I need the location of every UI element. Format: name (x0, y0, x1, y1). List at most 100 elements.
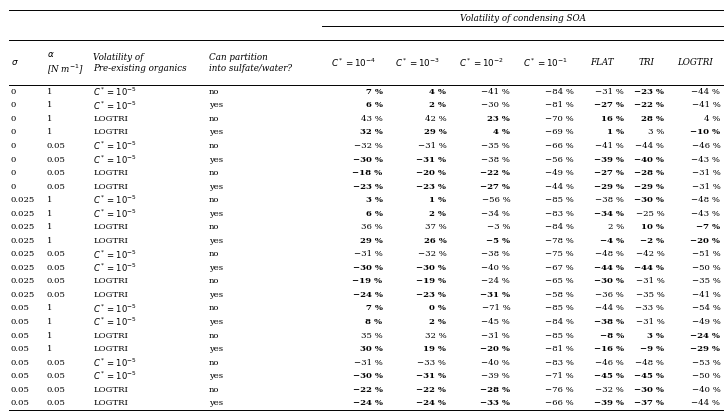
Text: −16 %: −16 % (594, 345, 624, 353)
Text: 2 %: 2 % (430, 318, 446, 326)
Text: −32 %: −32 % (595, 386, 624, 394)
Text: −71 %: −71 % (481, 305, 510, 312)
Text: 19 %: 19 % (423, 345, 446, 353)
Text: −34 %: −34 % (594, 210, 624, 218)
Text: 2 %: 2 % (608, 223, 624, 231)
Text: 1: 1 (47, 237, 52, 245)
Text: −48 %: −48 % (595, 250, 624, 258)
Text: 2 %: 2 % (430, 210, 446, 218)
Text: −31 %: −31 % (417, 372, 446, 380)
Text: −22 %: −22 % (481, 169, 510, 177)
Text: LOGTRI: LOGTRI (94, 332, 128, 339)
Text: −31 %: −31 % (595, 88, 624, 96)
Text: −75 %: −75 % (545, 250, 574, 258)
Text: −41 %: −41 % (481, 88, 510, 96)
Text: $C^* = 10^{-3}$: $C^* = 10^{-3}$ (395, 56, 440, 69)
Text: no: no (209, 359, 219, 366)
Text: 0.025: 0.025 (11, 291, 35, 299)
Text: no: no (209, 196, 219, 204)
Text: 1: 1 (47, 129, 52, 137)
Text: −78 %: −78 % (545, 237, 574, 245)
Text: 0.05: 0.05 (47, 156, 65, 164)
Text: −40 %: −40 % (481, 359, 510, 366)
Text: 0.05: 0.05 (47, 372, 65, 380)
Text: $C^* = 10^{-5}$: $C^* = 10^{-5}$ (94, 99, 137, 112)
Text: −85 %: −85 % (545, 332, 574, 339)
Text: −81 %: −81 % (545, 101, 574, 110)
Text: −39 %: −39 % (594, 156, 624, 164)
Text: 10 %: 10 % (641, 223, 664, 231)
Text: 1: 1 (47, 196, 52, 204)
Text: $C^* = 10^{-5}$: $C^* = 10^{-5}$ (94, 85, 137, 98)
Text: Can partition
into sulfate/water?: Can partition into sulfate/water? (209, 53, 292, 73)
Text: −29 %: −29 % (635, 183, 664, 190)
Text: 0.05: 0.05 (47, 277, 65, 286)
Text: −30 %: −30 % (481, 101, 510, 110)
Text: −18 %: −18 % (353, 169, 382, 177)
Text: 36 %: 36 % (361, 223, 382, 231)
Text: −4 %: −4 % (600, 237, 624, 245)
Text: 4 %: 4 % (493, 129, 510, 137)
Text: −45 %: −45 % (635, 372, 664, 380)
Text: 0.05: 0.05 (11, 359, 30, 366)
Text: $\sigma$: $\sigma$ (11, 58, 19, 67)
Text: −51 %: −51 % (691, 250, 720, 258)
Text: yes: yes (209, 345, 222, 353)
Text: −31 %: −31 % (417, 156, 446, 164)
Text: 1 %: 1 % (607, 129, 624, 137)
Text: no: no (209, 223, 219, 231)
Text: −66 %: −66 % (545, 399, 574, 407)
Text: 0.05: 0.05 (11, 345, 30, 353)
Text: no: no (209, 88, 219, 96)
Text: −22 %: −22 % (353, 386, 382, 394)
Text: $C^* = 10^{-2}$: $C^* = 10^{-2}$ (459, 56, 504, 69)
Text: −24 %: −24 % (691, 332, 720, 339)
Text: −66 %: −66 % (545, 142, 574, 150)
Text: $C^* = 10^{-5}$: $C^* = 10^{-5}$ (94, 302, 137, 315)
Text: −24 %: −24 % (417, 399, 446, 407)
Text: −46 %: −46 % (691, 142, 720, 150)
Text: −7 %: −7 % (696, 223, 720, 231)
Text: −58 %: −58 % (545, 291, 574, 299)
Text: 43 %: 43 % (361, 115, 382, 123)
Text: −23 %: −23 % (417, 183, 446, 190)
Text: 3 %: 3 % (648, 332, 664, 339)
Text: −35 %: −35 % (691, 277, 720, 286)
Text: $C^* = 10^{-5}$: $C^* = 10^{-5}$ (94, 370, 137, 382)
Text: −49 %: −49 % (545, 169, 574, 177)
Text: 32 %: 32 % (360, 129, 382, 137)
Text: no: no (209, 386, 219, 394)
Text: −39 %: −39 % (481, 372, 510, 380)
Text: −38 %: −38 % (481, 250, 510, 258)
Text: 6 %: 6 % (366, 101, 382, 110)
Text: 1 %: 1 % (430, 196, 446, 204)
Text: −44 %: −44 % (635, 142, 664, 150)
Text: −83 %: −83 % (545, 210, 574, 218)
Text: yes: yes (209, 372, 222, 380)
Text: −30 %: −30 % (417, 264, 446, 272)
Text: 0.05: 0.05 (47, 399, 65, 407)
Text: no: no (209, 277, 219, 286)
Text: −30 %: −30 % (353, 264, 382, 272)
Text: −27 %: −27 % (594, 101, 624, 110)
Text: $C^* = 10^{-4}$: $C^* = 10^{-4}$ (331, 56, 376, 69)
Text: −32 %: −32 % (417, 250, 446, 258)
Text: −25 %: −25 % (635, 210, 664, 218)
Text: −24 %: −24 % (353, 291, 382, 299)
Text: 2 %: 2 % (430, 101, 446, 110)
Text: 0.05: 0.05 (11, 399, 30, 407)
Text: −44 %: −44 % (691, 399, 720, 407)
Text: −54 %: −54 % (691, 305, 720, 312)
Text: −8 %: −8 % (600, 332, 624, 339)
Text: 1: 1 (47, 115, 52, 123)
Text: −40 %: −40 % (691, 386, 720, 394)
Text: yes: yes (209, 318, 222, 326)
Text: −20 %: −20 % (417, 169, 446, 177)
Text: LOGTRI: LOGTRI (94, 277, 128, 286)
Text: −44 %: −44 % (635, 264, 664, 272)
Text: −31 %: −31 % (417, 142, 446, 150)
Text: $C^* = 10^{-5}$: $C^* = 10^{-5}$ (94, 248, 137, 261)
Text: 0.05: 0.05 (47, 291, 65, 299)
Text: −48 %: −48 % (691, 196, 720, 204)
Text: −43 %: −43 % (691, 210, 720, 218)
